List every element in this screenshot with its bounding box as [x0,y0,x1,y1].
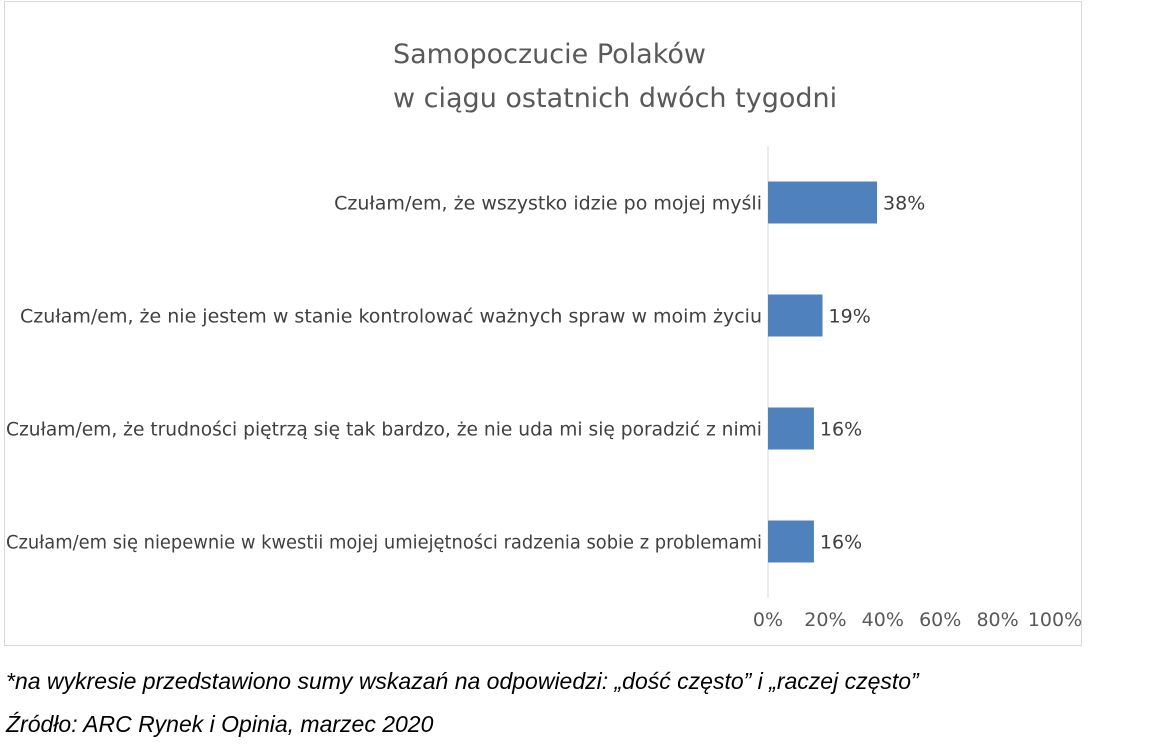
category-labels: Czułam/em, że wszystko idzie po mojej my… [6,193,762,554]
bar-chart: Samopoczucie Polaków w ciągu ostatnich d… [6,39,1082,631]
data-label-4: 16% [820,532,862,554]
bar-1 [768,181,878,224]
chart-title-line-1: Samopoczucie Polaków [393,39,706,70]
x-tick-label-3: 60% [919,609,961,631]
bar-3 [768,407,814,450]
bars [768,181,878,563]
category-label-2: Czułam/em, że nie jestem w stanie kontro… [20,306,762,328]
x-tick-label-1: 20% [804,609,846,631]
data-label-3: 16% [820,419,862,441]
x-tick-label-4: 80% [976,609,1018,631]
bar-2 [768,294,823,337]
chart-footnote: *na wykresie przedstawiono sumy wskazań … [6,668,919,694]
x-tick-label-5: 100% [1028,609,1082,631]
data-label-2: 19% [829,306,871,328]
bar-4 [768,520,814,563]
chart-title-line-2: w ciągu ostatnich dwóch tygodni [393,83,837,114]
chart-frame [4,1,1082,646]
data-label-1: 38% [883,193,925,215]
x-axis-ticks: 0% 20% 40% 60% 80% 100% [753,609,1082,631]
x-tick-label-0: 0% [753,609,783,631]
category-label-1: Czułam/em, że wszystko idzie po mojej my… [334,193,762,215]
chart-title: Samopoczucie Polaków w ciągu ostatnich d… [393,39,837,114]
data-labels: 38% 19% 16% 16% [820,193,925,554]
x-tick-label-2: 40% [862,609,904,631]
category-label-3: Czułam/em, że trudności piętrzą się tak … [6,419,762,441]
category-label-4: Czułam/em się niepewnie w kwestii mojej … [6,532,762,554]
source-note: Źródło: ARC Rynek i Opinia, marzec 2020 [6,711,434,737]
